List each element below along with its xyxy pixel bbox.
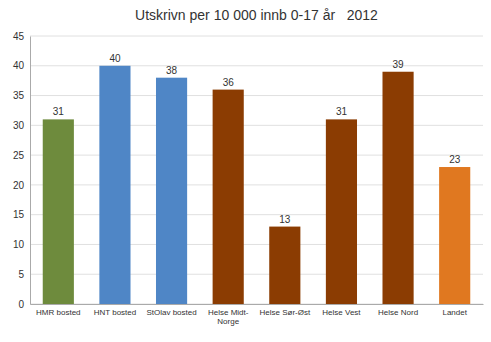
y-tick-label: 25: [13, 150, 25, 161]
chart: 31 40 38 36 13 31 39 23 0 5 10 15 20 25 30 35 40 45 HMR bo…: [0, 0, 491, 342]
data-label: 39: [393, 59, 405, 70]
x-tick: StOlav bosted: [146, 308, 196, 317]
grid-line: [30, 304, 483, 305]
y-tick-label: 40: [13, 60, 25, 71]
y-tick: 0: [18, 299, 24, 310]
title: Utskrivn per 10 000 innb 0-17 år 2012: [135, 7, 378, 23]
x-tick: HNT bosted: [94, 308, 137, 317]
bar: [439, 167, 470, 304]
grid-line: [30, 244, 483, 245]
bar: [99, 66, 130, 304]
plot: 31 40 38 36 13 31 39 23 0 5 10 15 20 25 30 35 40 45 HMR bo…: [13, 31, 484, 326]
grid-line: [30, 95, 483, 96]
x-tick: Landet: [442, 308, 467, 317]
data-label: 13: [279, 214, 291, 225]
y-tick: 40: [13, 60, 25, 71]
y-tick: 15: [13, 209, 25, 220]
x-tick-label: Helse Sør-Øst: [259, 308, 310, 317]
x-tick-label-line: HMR bosted: [36, 308, 80, 317]
x-tick-label-line: Helse Sør-Øst: [259, 308, 310, 317]
y-tick: 20: [13, 180, 25, 191]
y-tick-label: 5: [18, 269, 24, 280]
x-tick-label: StOlav bosted: [146, 308, 196, 317]
y-tick: 30: [13, 120, 25, 131]
y-tick: 45: [13, 31, 25, 42]
x-tick-label: Landet: [442, 308, 467, 317]
x-tick-label: Helse Nord: [378, 308, 418, 317]
y-tick: 35: [13, 90, 25, 101]
grid-line: [30, 274, 483, 275]
y-tick-label: 30: [13, 120, 25, 131]
y-tick-label: 15: [13, 209, 25, 220]
data-label: 38: [166, 65, 178, 76]
y-tick-label: 0: [18, 299, 24, 310]
grid-line: [30, 155, 483, 156]
x-tick-label-line: Norge: [217, 317, 239, 326]
x-tick-label: Helse Midt-Norge: [208, 308, 249, 326]
grid: [30, 36, 483, 304]
x-tick: HMR bosted: [36, 308, 80, 317]
bar: [213, 90, 244, 304]
x-tick-label-line: Helse Nord: [378, 308, 418, 317]
x-tick: Helse Vest: [322, 308, 361, 317]
x-tick-label-line: HNT bosted: [94, 308, 137, 317]
y-axis: 0 5 10 15 20 25 30 35 40 45: [13, 31, 31, 310]
bar: [43, 119, 74, 304]
bar: [269, 227, 300, 304]
y-axis-line: [30, 37, 31, 305]
x-tick: Helse Sør-Øst: [259, 308, 310, 317]
data-labels: 31 40 38 36 13 31 39 23: [53, 53, 461, 225]
data-label: 31: [336, 106, 348, 117]
x-tick-label-line: StOlav bosted: [146, 308, 196, 317]
data-label: 23: [449, 154, 461, 165]
grid-line: [30, 36, 483, 37]
x-tick-label: Helse Vest: [322, 308, 361, 317]
x-axis: HMR bosted HNT bosted StOlav bosted Helse M…: [31, 305, 484, 326]
x-tick-label: HMR bosted: [36, 308, 80, 317]
data-label: 31: [53, 106, 65, 117]
y-tick: 25: [13, 150, 25, 161]
data-label: 36: [223, 77, 235, 88]
y-tick: 5: [18, 269, 24, 280]
y-tick-label: 10: [13, 239, 25, 250]
bar: [382, 72, 413, 304]
x-tick-label-line: Helse Vest: [322, 308, 361, 317]
y-tick: 10: [13, 239, 25, 250]
y-tick-label: 20: [13, 180, 25, 191]
x-tick-label-line: Helse Midt-: [208, 308, 249, 317]
y-tick-label: 35: [13, 90, 25, 101]
x-tick-label: HNT bosted: [94, 308, 137, 317]
grid-line: [30, 184, 483, 185]
x-axis-line: [31, 304, 484, 305]
grid-line: [30, 65, 483, 66]
bars: [43, 66, 471, 304]
data-label: 40: [109, 53, 121, 64]
x-tick: Helse Nord: [378, 308, 418, 317]
bar: [156, 78, 187, 304]
bar: [326, 119, 357, 304]
y-tick-label: 45: [13, 31, 25, 42]
grid-line: [30, 125, 483, 126]
x-tick-label-line: Landet: [442, 308, 467, 317]
grid-line: [30, 214, 483, 215]
x-tick: Helse Midt-Norge: [208, 308, 249, 326]
